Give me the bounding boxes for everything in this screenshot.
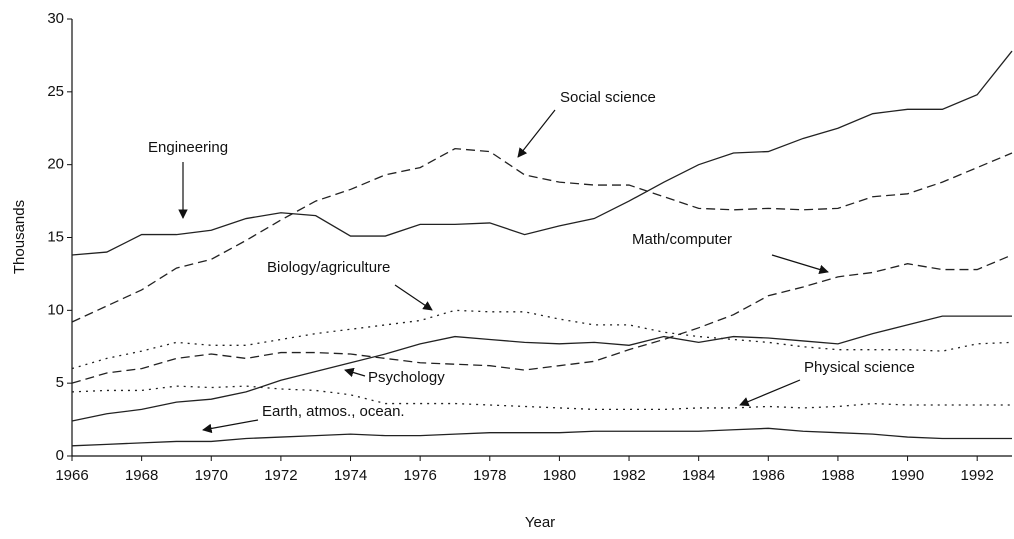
x-tick-label: 1966 (55, 467, 88, 484)
x-tick-label: 1974 (334, 467, 367, 484)
series-label: Biology/agriculture (267, 259, 390, 276)
x-axis-label: Year (525, 514, 555, 531)
series-line (71, 309, 1013, 370)
series-line (71, 50, 1013, 256)
series-line (71, 254, 1013, 384)
annotation-arrow (739, 379, 801, 407)
y-axis-label: Thousands (11, 200, 28, 274)
series-line (71, 315, 1012, 422)
y-tick-label: 5 (56, 374, 64, 391)
x-tick-label: 1970 (195, 467, 228, 484)
y-tick-label: 15 (47, 228, 64, 245)
x-tick-label: 1990 (891, 467, 924, 484)
x-tick-label: 1972 (264, 467, 297, 484)
annotation-arrow (344, 367, 366, 378)
annotation-arrow (517, 109, 556, 158)
series-line (71, 385, 1012, 411)
y-tick-label: 20 (47, 156, 64, 173)
x-tick-label: 1978 (473, 467, 506, 484)
x-tick-label: 1980 (543, 467, 576, 484)
x-tick-label: 1976 (403, 467, 436, 484)
annotation-arrow (771, 254, 829, 275)
x-tick-label: 1982 (612, 467, 645, 484)
x-tick-label: 1968 (125, 467, 158, 484)
series-label: Math/computer (632, 231, 732, 248)
x-tick-label: 1988 (821, 467, 854, 484)
x-tick-label: 1986 (752, 467, 785, 484)
series-label: Psychology (368, 369, 445, 386)
y-tick-label: 25 (47, 83, 64, 100)
series-label: Earth, atmos., ocean. (262, 403, 405, 420)
series-label: Engineering (148, 139, 228, 156)
y-tick-label: 0 (56, 447, 64, 464)
x-tick-label: 1992 (960, 467, 993, 484)
series-line (71, 147, 1013, 323)
y-tick-label: 10 (47, 301, 64, 318)
annotation-arrow (394, 284, 433, 311)
y-tick-label: 30 (47, 10, 64, 27)
annotation-arrow (202, 419, 259, 434)
series-line (71, 427, 1012, 447)
series-label: Social science (560, 89, 656, 106)
series-label: Physical science (804, 359, 915, 376)
x-tick-label: 1984 (682, 467, 715, 484)
